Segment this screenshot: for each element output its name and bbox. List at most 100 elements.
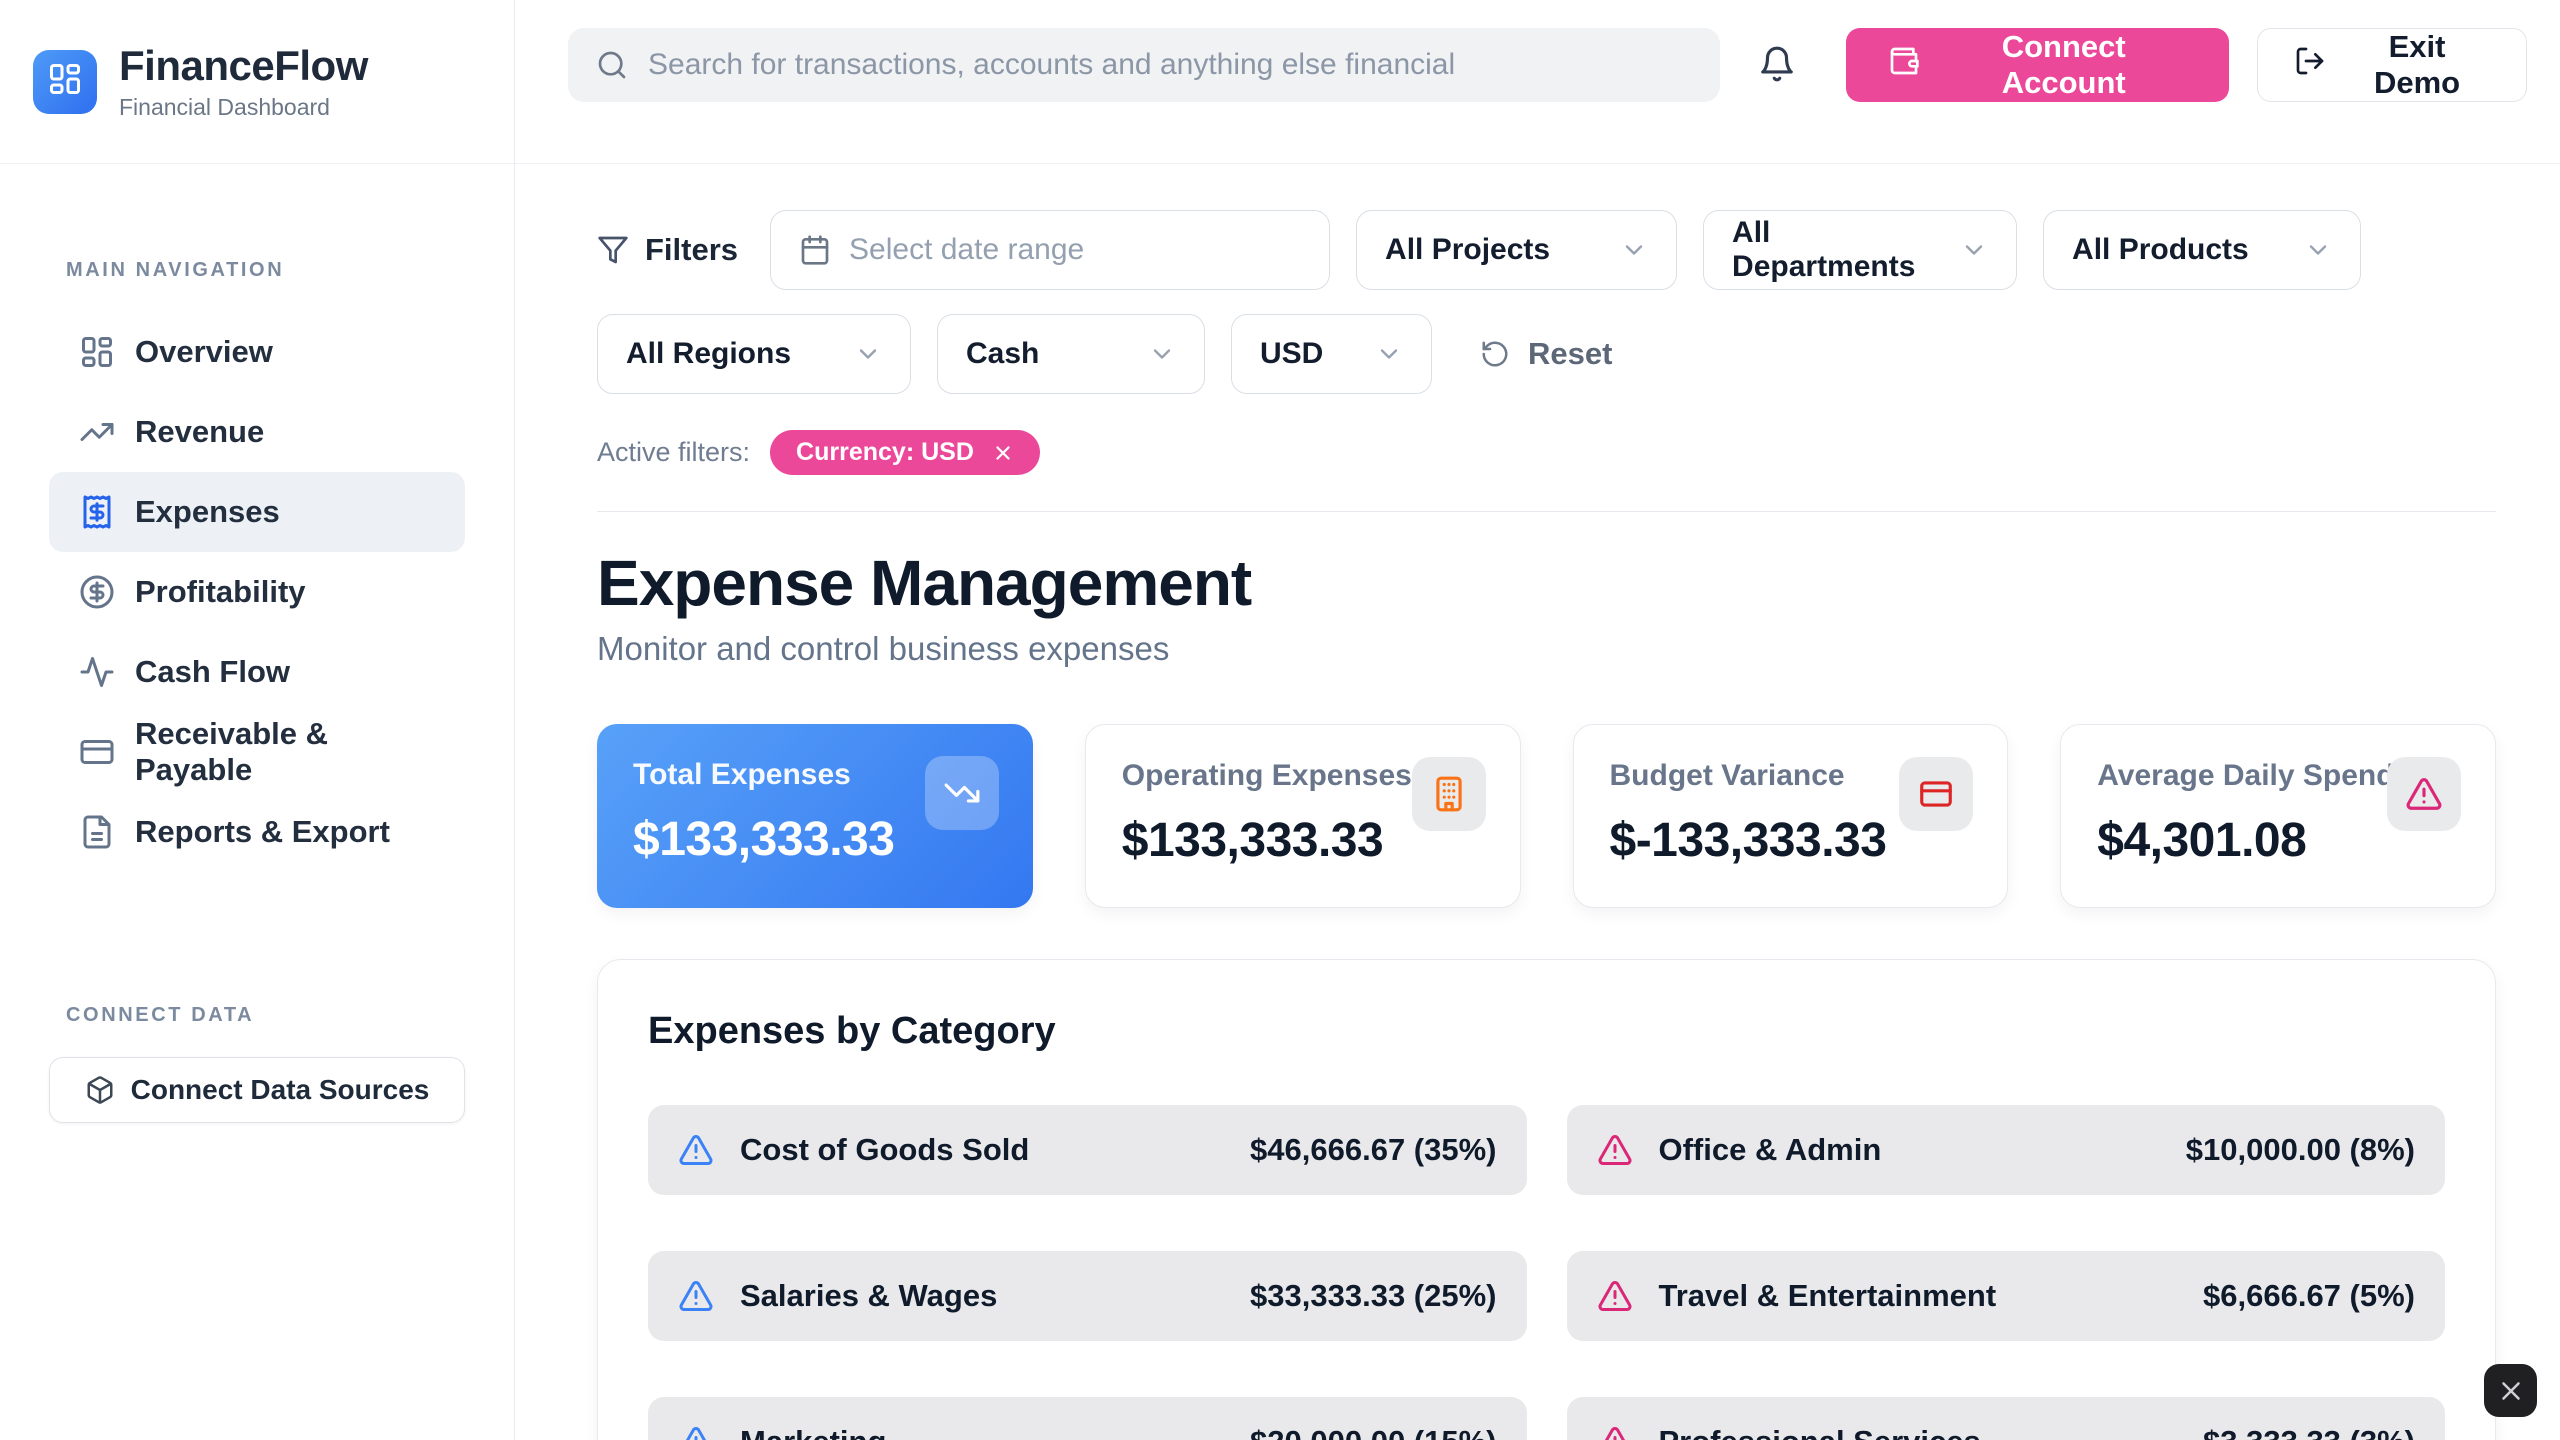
sidebar-item-label: Reports & Export [135,814,390,849]
notifications-button[interactable] [1746,28,1808,102]
connect-data-sources-label: Connect Data Sources [130,1074,430,1105]
stat-card-average-daily-spend: Average Daily Spend $4,301.08 [2060,724,2496,908]
category-row-office-admin: Office & Admin $10,000.00 (8%) [1566,1105,2445,1195]
app-subtitle: Financial Dashboard [119,94,330,120]
sidebar-item-profitability[interactable]: Profitability [49,552,465,632]
stat-card-operating-expenses: Operating Expenses $133,333.33 [1084,724,1521,908]
category-row-travel-entertainment: Travel & Entertainment $6,666.67 (5%) [1566,1251,2445,1341]
chevron-down-icon [1620,236,1648,264]
exit-demo-button[interactable]: Exit Demo [2257,28,2527,102]
sidebar-item-label: Profitability [135,574,306,609]
category-row-salaries-wages: Salaries & Wages $33,333.33 (25%) [648,1251,1527,1341]
products-select[interactable]: All Products [2043,210,2362,290]
chevron-down-icon [854,340,882,368]
dashboard-grid-icon [47,61,83,102]
connect-account-button[interactable]: Connect Account [1846,28,2230,102]
overlay-close-button[interactable] [2484,1364,2537,1417]
sidebar-item-expenses[interactable]: Expenses [49,472,465,552]
category-name: Marketing [740,1424,886,1440]
alert-triangle-icon [2387,757,2461,831]
receipt-icon [79,494,115,530]
category-row-marketing: Marketing $20,000.00 (15%) [648,1397,1527,1440]
chevron-down-icon [1148,340,1176,368]
stat-value: $133,333.33 [1121,814,1384,867]
stat-card-budget-variance: Budget Variance $-133,333.33 [1572,724,2009,908]
category-value: $6,666.67 (5%) [2203,1278,2415,1313]
category-name: Office & Admin [1658,1132,1882,1167]
date-range-input[interactable] [849,233,1302,267]
sidebar-item-reports-export[interactable]: Reports & Export [49,792,465,872]
bell-icon [1758,45,1796,86]
category-name: Salaries & Wages [740,1278,998,1313]
chevron-down-icon [1375,340,1403,368]
activity-icon [79,654,115,690]
sidebar-item-overview[interactable]: Overview [49,312,465,392]
reset-filters-button[interactable]: Reset [1480,336,1612,372]
sidebar-item-label: Revenue [135,414,265,449]
payment-method-select[interactable]: Cash [937,314,1205,394]
sidebar-item-revenue[interactable]: Revenue [49,392,465,472]
stat-label: Budget Variance [1609,759,1845,792]
stat-label: Total Expenses [633,758,851,791]
filters-row-1: Filters All Projects All Departments All… [597,210,2496,290]
stat-value: $-133,333.33 [1609,814,1887,867]
category-value: $33,333.33 (25%) [1250,1278,1497,1313]
alert-triangle-icon [1597,1132,1633,1168]
active-filter-chip-label: Currency: USD [796,438,974,466]
close-icon [2496,1376,2526,1406]
category-name: Travel & Entertainment [1658,1278,1997,1313]
reset-label: Reset [1528,336,1613,371]
search-input[interactable] [648,48,1693,82]
brand: FinanceFlow Financial Dashboard [0,0,514,164]
page-content: Filters All Projects All Departments All… [515,164,2560,1440]
top-bar: Connect Account Exit Demo [515,0,2560,164]
trending-down-icon [924,756,999,830]
alert-triangle-icon [1597,1424,1633,1440]
brand-text: FinanceFlow Financial Dashboard [119,42,368,121]
stat-cards: Total Expenses $133,333.33 Operating Exp… [597,724,2496,908]
sidebar: FinanceFlow Financial Dashboard MAIN NAV… [0,0,515,1440]
stat-value: $133,333.33 [633,813,895,866]
currency-select-value: USD [1260,337,1324,370]
category-row-professional-services: Professional Services $3,333.33 (3%) [1566,1397,2445,1440]
filter-funnel-icon [597,234,629,266]
filters-label: Filters [597,232,738,268]
projects-select[interactable]: All Projects [1356,210,1678,290]
app-logo [33,49,97,114]
sidebar-item-label: Overview [135,334,273,369]
category-row-cost-of-goods-sold: Cost of Goods Sold $46,666.67 (35%) [648,1105,1527,1195]
calendar-icon [799,234,831,266]
search-icon [596,49,628,81]
sidebar-item-label: Expenses [135,494,280,529]
stat-value: $4,301.08 [2097,814,2307,867]
global-search [568,28,1721,102]
category-name: Professional Services [1659,1424,1981,1440]
departments-select[interactable]: All Departments [1703,210,2018,290]
departments-select-value: All Departments [1732,216,1916,283]
regions-select[interactable]: All Regions [597,314,911,394]
currency-select[interactable]: USD [1231,314,1432,394]
building-icon [1411,757,1486,831]
main-area: Connect Account Exit Demo Filters All [515,0,2560,1440]
dollar-circle-icon [79,574,115,610]
filters-row-2: All Regions Cash USD Reset [597,314,2496,394]
file-text-icon [79,814,115,850]
panel-title: Expenses by Category [648,1010,1056,1052]
page-title: Expense Management [597,547,1252,619]
credit-card-icon [1899,757,1974,831]
category-value: $10,000.00 (8%) [2185,1132,2415,1167]
close-icon[interactable] [992,442,1014,464]
filters-title: Filters [645,232,739,267]
category-value: $3,333.33 (3%) [2203,1424,2415,1440]
wallet-icon [1888,45,1920,85]
sidebar-item-receivable-payable[interactable]: Receivable & Payable [49,712,465,792]
app-title: FinanceFlow [119,42,368,89]
active-filter-chip-currency[interactable]: Currency: USD [770,430,1040,475]
date-range-picker[interactable] [770,210,1331,290]
connect-account-label: Connect Account [2001,29,2126,100]
stat-card-total-expenses: Total Expenses $133,333.33 [597,724,1033,908]
category-value: $46,666.67 (35%) [1250,1132,1497,1167]
category-name: Cost of Goods Sold [740,1132,1030,1167]
connect-data-sources-button[interactable]: Connect Data Sources [49,1057,465,1123]
sidebar-item-cash-flow[interactable]: Cash Flow [49,632,465,712]
